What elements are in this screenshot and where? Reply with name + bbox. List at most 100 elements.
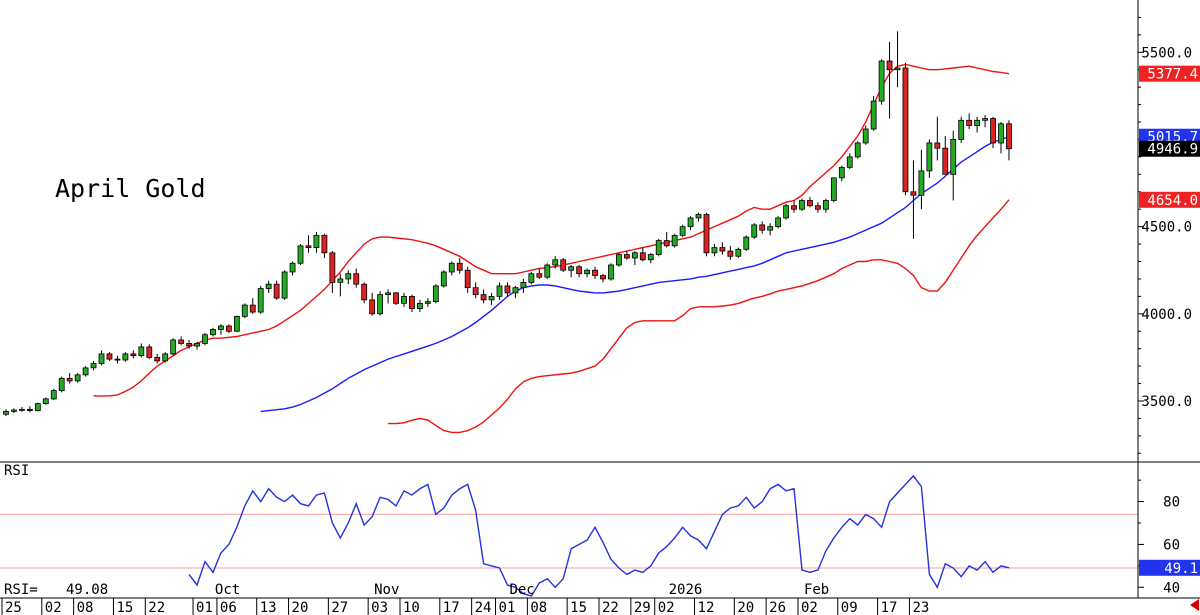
candlestick <box>568 264 575 278</box>
candle-body <box>862 128 869 144</box>
candlestick <box>735 247 742 259</box>
candle-body <box>902 67 909 193</box>
candle-body <box>273 283 280 299</box>
candlestick <box>504 282 511 297</box>
candlestick <box>623 251 630 260</box>
candle-body <box>464 269 471 289</box>
candlestick <box>807 197 813 208</box>
candle-body <box>225 325 232 332</box>
candlestick <box>472 282 479 299</box>
candlestick <box>265 280 272 293</box>
month-label: Dec <box>509 582 534 598</box>
bb-lower-value-label-box <box>1139 191 1200 208</box>
candle-body <box>82 367 89 376</box>
rsi-readout-value: 49.08 <box>66 582 108 598</box>
x-tick-label: 03 <box>371 600 388 615</box>
candle-body <box>194 343 200 347</box>
candlestick <box>775 216 782 229</box>
candlestick <box>233 315 240 333</box>
candlestick <box>942 135 949 175</box>
candlestick <box>178 336 185 346</box>
candle-body <box>409 295 415 309</box>
candle-body <box>289 262 296 273</box>
x-tick-label: 08 <box>530 600 547 615</box>
month-label: Nov <box>374 582 399 598</box>
candle-body <box>822 200 829 210</box>
candlestick <box>353 268 360 288</box>
candle-body <box>154 356 161 362</box>
candlestick <box>846 153 853 170</box>
candle-body <box>775 217 782 228</box>
candle-body <box>687 217 694 228</box>
x-tick-label: 25 <box>5 600 22 615</box>
candlestick <box>409 294 415 313</box>
scroll-arrow-icon[interactable] <box>1190 599 1199 611</box>
candlestick <box>719 242 726 255</box>
candle-body <box>122 353 129 361</box>
candlestick <box>106 352 113 361</box>
candle-body <box>791 205 797 210</box>
x-tick-label: 15 <box>570 600 587 615</box>
candlestick <box>958 116 965 143</box>
month-label: 2026 <box>669 582 703 598</box>
candle-body <box>305 245 312 248</box>
bollinger-upper-line <box>93 63 1010 397</box>
candle-body <box>990 118 996 144</box>
candle-body <box>743 236 750 250</box>
candlestick <box>703 212 710 257</box>
candle-body <box>178 339 185 344</box>
candlestick <box>759 221 766 234</box>
candle-body <box>369 299 376 315</box>
candlestick <box>998 122 1004 154</box>
candle-body <box>98 353 105 364</box>
candle-body <box>600 275 606 280</box>
candlestick <box>600 273 606 283</box>
candlestick <box>345 270 352 285</box>
candle-body <box>830 177 837 201</box>
x-tick-label: 27 <box>331 600 348 615</box>
candlestick <box>401 292 407 307</box>
candlestick <box>671 233 678 248</box>
candle-body <box>401 295 407 304</box>
x-tick-label: 06 <box>220 600 237 615</box>
chart-title: April Gold <box>55 174 206 203</box>
candlestick <box>122 352 129 362</box>
candlestick <box>830 177 837 203</box>
candle-body <box>886 60 893 71</box>
candlestick <box>369 292 376 316</box>
rsi-readout-label: RSI= <box>4 582 38 598</box>
x-tick-label: 08 <box>77 600 94 615</box>
candlestick <box>767 223 774 236</box>
candle-body <box>576 266 583 275</box>
candlestick <box>289 261 296 276</box>
x-tick-label: 09 <box>841 600 858 615</box>
x-tick-label: 29 <box>634 600 651 615</box>
bb-lower-value-label: 4654.0 <box>1147 193 1198 209</box>
price-y-tick-label: 4500.0 <box>1141 220 1192 236</box>
rsi-y-tick-label: 60 <box>1163 537 1180 553</box>
candlestick <box>58 376 65 393</box>
candle-body <box>432 285 439 303</box>
candle-body <box>504 285 511 294</box>
candlestick <box>918 149 925 210</box>
candlestick <box>337 273 344 297</box>
candlestick <box>3 409 9 416</box>
candle-body <box>528 273 535 283</box>
candle-body <box>249 304 256 313</box>
x-tick-label: 10 <box>403 600 420 615</box>
candlestick <box>448 261 455 276</box>
candle-body <box>719 247 726 252</box>
x-axis: 25 02 08 15 22 01 06 13 20 27 03 10 17 24 01 08 15 22 29 02… <box>1 582 929 615</box>
candlestick <box>520 278 527 293</box>
x-tick-label: 15 <box>116 600 133 615</box>
candle-body <box>918 170 925 196</box>
candlestick <box>50 388 57 401</box>
x-tick-label: 01 <box>499 600 516 615</box>
candle-body <box>560 259 567 271</box>
candlestick <box>26 406 33 413</box>
candle-body <box>727 250 734 257</box>
candlestick <box>496 282 503 300</box>
candlestick <box>138 343 145 358</box>
candle-body <box>313 234 320 248</box>
candle-body <box>170 339 177 355</box>
